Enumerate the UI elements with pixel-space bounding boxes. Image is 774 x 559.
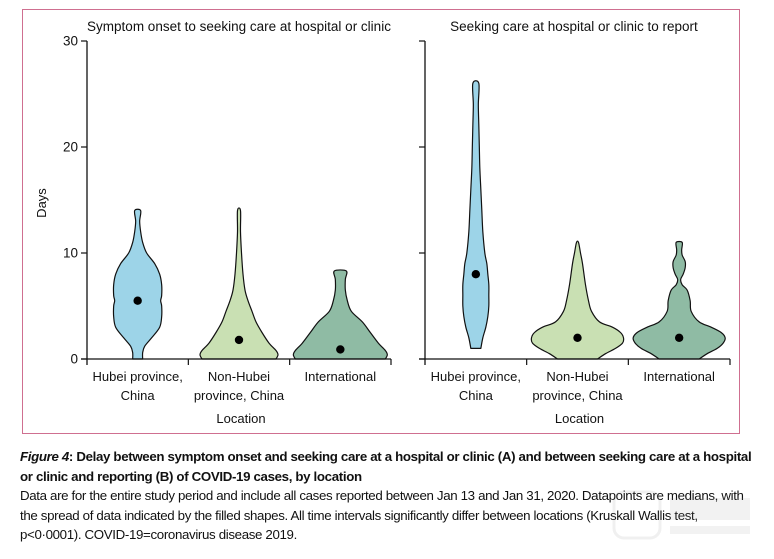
x-tick-label: China — [459, 388, 494, 403]
x-tick-label: Non-Hubei — [546, 369, 608, 384]
x-tick-label: Non-Hubei — [208, 369, 270, 384]
violin-hubei — [462, 80, 490, 349]
watermark-logo-icon — [612, 490, 750, 540]
x-tick-label: Hubei province, — [93, 369, 183, 384]
figure-label: Figure 4 — [20, 449, 69, 464]
panel-b: Seeking care at hospital or clinic to re… — [419, 19, 731, 426]
violin-hubei — [112, 208, 163, 360]
panel-title: Seeking care at hospital or clinic to re… — [450, 19, 698, 34]
caption-title: Figure 4: Delay between symptom onset an… — [20, 447, 760, 486]
y-axis-label: Days — [34, 188, 49, 218]
y-tick-label: 30 — [63, 34, 78, 49]
x-tick-label: International — [643, 369, 715, 384]
panel-title: Symptom onset to seeking care at hospita… — [87, 19, 391, 34]
y-tick-label: 0 — [70, 352, 78, 367]
x-axis-label: Location — [555, 411, 604, 426]
y-tick-label: 20 — [63, 140, 78, 155]
violin-non-hubei — [199, 207, 279, 360]
median-point — [336, 345, 345, 354]
x-tick-label: province, China — [532, 388, 623, 403]
violin-chart: Symptom onset to seeking care at hospita… — [34, 19, 731, 426]
violin-international — [292, 269, 388, 360]
x-axis-label: Location — [216, 411, 265, 426]
x-tick-label: Hubei province, — [431, 369, 521, 384]
figure-caption: Figure 4: Delay between symptom onset an… — [20, 447, 760, 545]
median-point — [674, 333, 684, 342]
violin-international — [632, 240, 726, 360]
x-tick-label: China — [121, 388, 156, 403]
caption-body: Data are for the entire study period and… — [20, 488, 744, 542]
x-tick-label: International — [305, 369, 377, 384]
y-tick-label: 10 — [63, 246, 78, 261]
median-point — [471, 270, 481, 279]
figure-panel — [22, 9, 740, 434]
violin-non-hubei — [530, 240, 625, 360]
median-point — [133, 296, 142, 305]
panel-a: Symptom onset to seeking care at hospita… — [34, 19, 392, 426]
median-point — [573, 333, 582, 342]
x-tick-label: province, China — [194, 388, 285, 403]
median-point — [234, 335, 244, 345]
caption-title-text: : Delay between symptom onset and seekin… — [20, 449, 752, 484]
